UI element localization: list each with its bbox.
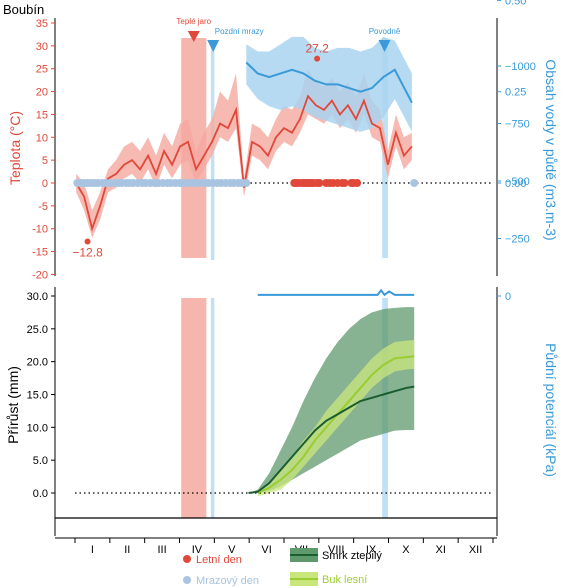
- temperature-tick-label: -5: [38, 201, 48, 213]
- temperature-tick-label: 5: [42, 155, 48, 167]
- month-label: IX: [366, 544, 377, 556]
- growth-tick-label: 20.0: [27, 357, 48, 369]
- water-line: [245, 61, 413, 104]
- month-label: XII: [469, 544, 482, 556]
- summer-day-marker: [340, 179, 349, 187]
- month-label: VIII: [328, 544, 345, 556]
- temperature-tick-label: 0: [42, 178, 48, 190]
- temperature-tick-label: -15: [32, 247, 48, 259]
- legend-beech-label: Buk lesní: [322, 574, 367, 586]
- warm-spring-band-bottom: [181, 298, 207, 518]
- potential-axis-label: Půdní potenciál (kPa): [543, 343, 559, 477]
- potential-tick-label: 0: [505, 291, 511, 303]
- warm-spring-arrow: [187, 31, 200, 42]
- summer-day-marker: [353, 179, 362, 187]
- beech-band: [257, 339, 415, 497]
- month-label: II: [124, 544, 130, 556]
- month-label: III: [157, 544, 166, 556]
- potential-tick-label: −250: [505, 234, 530, 246]
- growth-tick-label: 15.0: [27, 390, 48, 402]
- summer-day-marker: [315, 179, 324, 187]
- data-layer: [73, 36, 493, 497]
- temperature-tick-label: -10: [32, 224, 48, 236]
- chart-title: Boubín: [3, 2, 44, 17]
- late-frost-label: Pozdní mrazy: [215, 27, 264, 36]
- growth-tick-label: 0.0: [33, 488, 48, 500]
- legend-summer-marker: [183, 555, 191, 563]
- flood-label: Povodně: [369, 27, 401, 36]
- growth-tick-label: 5.0: [33, 455, 48, 467]
- axes-layer: [51, 0, 501, 543]
- legend-summer-label: Letní den: [196, 554, 242, 566]
- late-frost-arrow: [207, 40, 220, 52]
- month-label: X: [402, 544, 410, 556]
- potential-tick-label: −500: [505, 176, 530, 188]
- max-temp-label: 27.2: [305, 42, 329, 56]
- spruce-band: [248, 307, 415, 493]
- temperature-tick-label: 10: [36, 132, 48, 144]
- growth-tick-label: 25.0: [27, 324, 48, 336]
- month-label: V: [228, 544, 236, 556]
- spruce-line: [248, 385, 415, 494]
- temperature-tick-label: 15: [36, 109, 48, 121]
- legend-spruce-label: Smrk ztepilý: [322, 550, 382, 562]
- legend-frost-label: Mrazový den: [196, 575, 259, 587]
- water-tick-label: 0.50: [505, 0, 526, 7]
- temperature-tick-label: 25: [36, 64, 48, 76]
- frost-day-marker: [410, 179, 419, 187]
- temperature-line: [75, 94, 413, 232]
- water-tick-label: 0.25: [505, 87, 526, 99]
- text-layer: Teplé jaro Pozdní mrazy Povodně 27.2 −12.8 35…: [5, 0, 559, 587]
- min-temp-label: −12.8: [72, 246, 103, 260]
- soil-potential-line: [257, 288, 415, 297]
- frost-day-marker: [242, 179, 251, 187]
- temperature-tick-label: 20: [36, 87, 48, 99]
- late-frost-band-bottom: [210, 298, 215, 518]
- month-label: I: [91, 544, 94, 556]
- potential-tick-label: −750: [505, 119, 530, 131]
- month-label: VI: [261, 544, 271, 556]
- legend-frost-marker: [183, 576, 191, 584]
- temperature-tick-label: -20: [32, 269, 48, 281]
- temperature-axis-label: Teplota (°C): [7, 111, 23, 185]
- growth-tick-label: 30.0: [27, 291, 48, 303]
- temperature-tick-label: 30: [36, 41, 48, 53]
- month-label: IV: [192, 544, 203, 556]
- growth-tick-label: 10.0: [27, 422, 48, 434]
- min-temp-point: [84, 238, 91, 245]
- potential-tick-label: −1000: [505, 61, 536, 73]
- water-tick-label: 0.00: [505, 178, 526, 190]
- warm-spring-label: Teplé jaro: [176, 17, 211, 26]
- flood-arrow: [378, 40, 391, 52]
- growth-axis-label: Přírůst (mm): [5, 366, 21, 444]
- max-temp-point: [314, 55, 321, 62]
- temperature-tick-label: 35: [36, 18, 48, 30]
- water-axis-label: Obsah vody v půdě (m3.m-3): [543, 59, 559, 240]
- month-label: XI: [436, 544, 446, 556]
